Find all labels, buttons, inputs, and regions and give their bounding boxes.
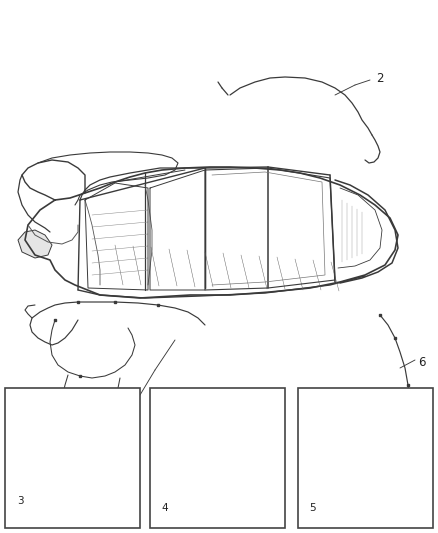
Bar	[150, 388, 285, 528]
Polygon shape	[162, 400, 275, 483]
Text: 4: 4	[162, 503, 168, 513]
Bar	[5, 388, 140, 528]
Polygon shape	[21, 420, 130, 496]
Text: 5: 5	[310, 503, 316, 513]
Text: 2: 2	[376, 71, 384, 85]
Polygon shape	[18, 230, 52, 258]
Text: 3: 3	[17, 496, 23, 506]
Polygon shape	[313, 418, 418, 495]
Text: 1: 1	[126, 393, 134, 407]
Bar	[298, 388, 433, 528]
Text: 6: 6	[418, 356, 426, 368]
